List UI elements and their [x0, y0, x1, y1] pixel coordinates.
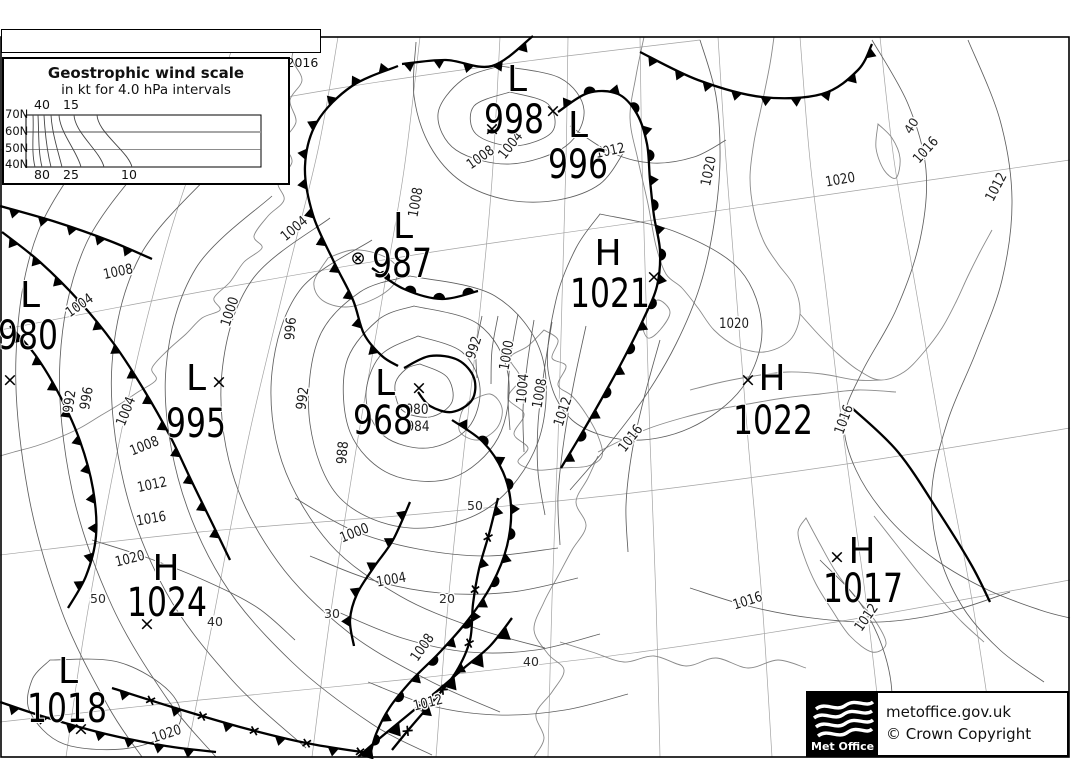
isobar-label: 992 — [294, 386, 313, 411]
isobar-label: 996 — [77, 386, 97, 411]
met-office-logo: Met Office — [808, 693, 878, 755]
analysis-title-box: Analysis chart valid 00 UTC MON 12 SEP 2… — [1, 29, 321, 70]
isobar-label: 996 — [282, 316, 300, 340]
pressure-centre-value: 1017 — [823, 566, 903, 612]
map-border — [0, 36, 1070, 758]
pressure-centre-marker: × — [484, 118, 500, 140]
wind-scale-lat-label: 70N — [5, 107, 29, 121]
met-office-website: metoffice.gov.uk — [886, 703, 1012, 721]
isobar-label: 1008 — [406, 186, 427, 218]
wind-scale-diagram — [25, 114, 262, 168]
isobar-layer — [15, 39, 1071, 758]
front-layer — [0, 35, 992, 759]
pressure-centre-value: 987 — [372, 241, 432, 287]
pressure-centre-marker: × — [139, 613, 155, 635]
graticule-label: 50 — [467, 498, 483, 513]
pressure-centre-value: 980 — [0, 313, 58, 359]
pressure-centre-letter: H — [594, 233, 621, 274]
pressure-centre-letter: L — [58, 651, 78, 692]
isobar-label: 984 — [407, 419, 430, 435]
pressure-centre-marker: ⊗ — [350, 248, 365, 269]
isobar-label: 1020 — [824, 170, 856, 191]
geostrophic-wind-scale-box: Geostrophic wind scale in kt for 4.0 hPa… — [2, 57, 290, 185]
pressure-centre-value: 968 — [353, 398, 413, 444]
wind-scale-bottom-label: 10 — [121, 167, 137, 182]
pressure-centre-marker: × — [211, 371, 227, 393]
wind-scale-subtitle: in kt for 4.0 hPa intervals — [61, 82, 231, 98]
pressure-centre-marker: × — [829, 546, 845, 568]
pressure-centre-marker: × — [73, 718, 89, 740]
isobar-label: 1000 — [497, 339, 518, 371]
isobar-label: 1004 — [514, 373, 533, 404]
plain-front — [851, 407, 992, 603]
wind-scale-lat-label: 60N — [5, 124, 29, 138]
pressure-centre-letter: L — [20, 275, 40, 316]
cold-front — [348, 501, 412, 647]
pressure-centre-value: 995 — [166, 401, 226, 447]
graticule-label: 50 — [90, 591, 106, 606]
pressure-centre-marker: × — [646, 266, 662, 288]
pressure-centre-value: 1024 — [127, 580, 207, 626]
met-office-logo-label: Met Office — [811, 740, 875, 753]
pressure-centre-letter: H — [152, 548, 179, 589]
occluded-front — [368, 419, 513, 757]
pressure-centre-marker: × — [2, 369, 18, 391]
cold-x-front — [391, 497, 500, 751]
cold-front — [357, 617, 513, 758]
pressure-centre-value: 1022 — [733, 398, 813, 444]
cold-front — [0, 204, 153, 261]
crown-copyright: © Crown Copyright — [886, 725, 1032, 743]
wind-scale-top-label: 15 — [63, 97, 79, 112]
pressure-centre-letter: H — [848, 531, 875, 572]
pressure-centre-letter: H — [758, 358, 785, 399]
pressure-centre-value: 1018 — [27, 686, 107, 732]
cold-front — [639, 43, 874, 100]
wind-scale-lat-label: 50N — [5, 141, 29, 155]
pressure-centre-value: 998 — [484, 97, 544, 143]
isobar-label: 1020 — [719, 316, 749, 332]
wind-scale-lat-label: 40N — [5, 157, 29, 171]
graticule-label: 40 — [523, 654, 539, 669]
pressure-centre-marker: × — [740, 369, 756, 391]
wind-scale-bottom-label: 80 — [34, 167, 50, 182]
cold-front — [401, 35, 534, 69]
cold-front — [1, 231, 232, 561]
pressure-centre-letter: L — [186, 358, 206, 399]
wind-scale-bottom-label: 25 — [63, 167, 79, 182]
met-office-branding: Met Office metoffice.gov.uk © Crown Copy… — [806, 691, 1069, 757]
isobar-label: 980 — [406, 402, 429, 418]
plain-front — [403, 354, 477, 414]
pressure-centre-marker: × — [411, 377, 427, 399]
graticule-label: 40 — [207, 614, 223, 629]
cold-front — [0, 700, 217, 754]
pressure-centre-letter: L — [375, 363, 395, 404]
occluded-front — [557, 89, 662, 469]
wind-scale-top-label: 40 — [34, 97, 50, 112]
pressure-centre-letter: L — [393, 206, 413, 247]
pressure-centre-value: 996 — [548, 142, 608, 188]
met-office-waves-icon — [808, 693, 878, 755]
isobar-label: 1008 — [530, 377, 551, 409]
isobar-label: 1004 — [375, 570, 407, 591]
isobar-label: 992 — [61, 389, 80, 414]
cold-x-front — [111, 686, 369, 755]
graticule-label: 20 — [439, 591, 455, 606]
pressure-centre-value: 1021 — [570, 271, 650, 317]
graticule-label: 30 — [324, 606, 340, 621]
wind-scale-title: Geostrophic wind scale — [47, 64, 245, 82]
isobar-label: 988 — [334, 440, 352, 464]
isobar-label: 1016 — [135, 509, 167, 530]
pressure-centre-letter: L — [568, 105, 588, 146]
pressure-centre-letter: L — [507, 59, 527, 100]
pressure-centre-marker: × — [545, 100, 561, 122]
